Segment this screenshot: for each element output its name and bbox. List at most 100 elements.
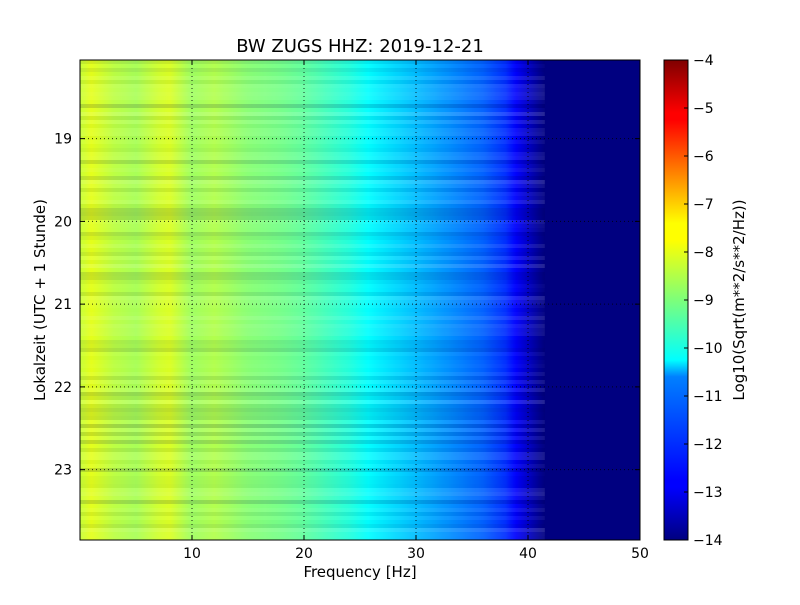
spectrogram-band (80, 432, 545, 436)
spectrogram-band (80, 492, 545, 496)
spectrogram-band (80, 84, 545, 88)
x-axis-label: Frequency [Hz] (303, 563, 416, 581)
spectrogram-band (80, 380, 545, 384)
x-tick-label: 40 (519, 546, 537, 562)
spectrogram-band (80, 288, 545, 292)
spectrogram-band (80, 240, 545, 244)
spectrogram-band (80, 480, 545, 484)
spectrogram-band (80, 72, 545, 76)
spectrogram-band (80, 204, 545, 208)
spectrogram-band (80, 464, 545, 468)
spectrogram-band (80, 408, 545, 412)
spectrogram-band (80, 372, 545, 376)
spectrogram-band (80, 268, 545, 272)
spectrogram-band (80, 308, 545, 312)
spectrogram-band (80, 452, 545, 456)
spectrogram-band (80, 524, 545, 528)
spectrogram-band (80, 276, 545, 280)
spectrogram-band (80, 160, 545, 164)
y-tick-label: 22 (54, 380, 72, 396)
spectrogram-band (80, 168, 545, 172)
spectrogram-band (80, 456, 545, 460)
spectrogram-band (80, 188, 545, 192)
colorbar-tick-label: −11 (693, 389, 723, 405)
plot-frame (79, 59, 641, 541)
spectrogram-band (80, 212, 545, 216)
spectrogram-band (80, 448, 545, 452)
spectrogram-band (80, 108, 545, 112)
spectrogram-band (80, 296, 545, 300)
spectrogram-band (80, 224, 545, 228)
y-tick-label: 21 (54, 297, 72, 313)
spectrogram-band (80, 144, 545, 148)
spectrogram-band (80, 280, 545, 284)
spectrogram-band (80, 164, 545, 168)
spectrogram-band (80, 424, 545, 428)
spectrogram-band (80, 232, 545, 236)
spectrogram-band (80, 396, 545, 400)
spectrogram-band (80, 400, 545, 404)
spectrogram-band (80, 124, 545, 128)
spectrogram-band (80, 404, 545, 408)
grid-lines (80, 60, 640, 540)
colorbar-tick-label: −13 (693, 485, 723, 501)
x-tick-label: 10 (183, 546, 201, 562)
y-tick-label: 23 (54, 463, 72, 479)
spectrogram-band (80, 196, 545, 200)
spectrogram-band (80, 384, 545, 388)
spectrogram-band (80, 344, 545, 348)
spectrogram-band (80, 536, 545, 540)
spectrogram-band (80, 516, 545, 520)
spectrogram-band (80, 60, 545, 64)
spectrogram-band (80, 332, 545, 336)
spectrogram-band (80, 312, 545, 316)
spectrogram-band (80, 528, 545, 532)
x-tick-label: 20 (295, 546, 313, 562)
colorbar-tick-label: −8 (693, 245, 714, 261)
spectrogram-band (80, 496, 545, 500)
spectrogram-band (80, 328, 545, 332)
spectrogram-band (80, 76, 545, 80)
spectrogram-band (80, 500, 545, 504)
spectrogram-band (80, 252, 545, 256)
spectrogram-heatmap (80, 60, 640, 540)
spectrogram-band (80, 88, 545, 92)
spectrogram-band (80, 176, 545, 180)
spectrogram-band (80, 532, 545, 536)
spectrogram-band (80, 364, 545, 368)
chart-title: BW ZUGS HHZ: 2019-12-21 (236, 36, 484, 57)
spectrogram-band (80, 392, 545, 396)
spectrogram-band (80, 128, 545, 132)
spectrogram-band (80, 284, 545, 288)
spectrogram-band (80, 416, 545, 420)
spectrogram-band (80, 356, 545, 360)
spectrogram-band (80, 336, 545, 340)
spectrogram-band (80, 132, 545, 136)
spectrogram-band (80, 104, 545, 108)
colorbar-tick-label: −9 (693, 293, 714, 309)
spectrogram-band (80, 260, 545, 264)
spectrogram-band (80, 64, 545, 68)
spectrogram-band (80, 460, 545, 464)
spectrogram-band (80, 116, 545, 120)
spectrogram-band (80, 200, 545, 204)
axes: 10 20 30 40 50 19 20 21 22 23 (54, 60, 649, 562)
spectrogram-band (80, 412, 545, 416)
spectrogram-band (80, 320, 545, 324)
spectrogram-band (80, 248, 545, 252)
spectrogram-band (80, 136, 545, 140)
spectrogram-band (80, 508, 545, 512)
colorbar-label: Log10(Sqrt(m**2/s**2/Hz)) (730, 199, 748, 400)
spectrogram-band (80, 484, 545, 488)
spectrogram-band (80, 244, 545, 248)
spectrogram-band (80, 476, 545, 480)
colorbar-tick-label: −10 (693, 341, 723, 357)
spectrogram-band (80, 512, 545, 516)
spectrogram-band (80, 300, 545, 304)
x-tick-label: 50 (631, 546, 649, 562)
spectrogram-band (80, 180, 545, 184)
spectrogram-band (80, 440, 545, 444)
spectrogram-band (80, 80, 545, 84)
